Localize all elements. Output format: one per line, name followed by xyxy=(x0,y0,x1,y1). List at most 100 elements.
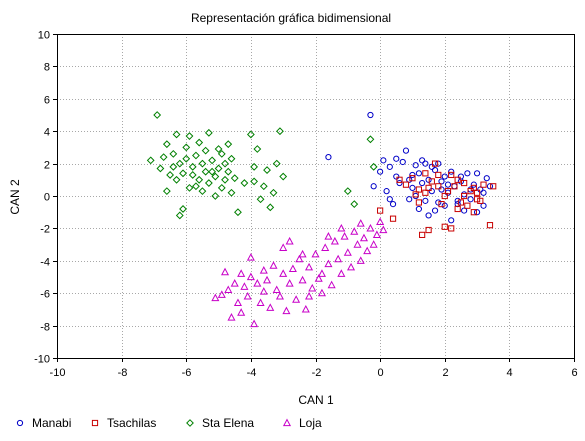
data-point xyxy=(282,306,291,315)
data-point xyxy=(377,168,384,175)
data-point xyxy=(448,168,455,175)
data-point xyxy=(372,230,381,238)
data-point xyxy=(415,186,422,193)
data-point xyxy=(169,162,178,171)
data-point xyxy=(383,188,390,195)
data-point xyxy=(204,128,213,137)
data-point xyxy=(279,243,288,251)
data-point xyxy=(250,162,259,171)
data-point xyxy=(389,215,397,222)
data-point xyxy=(237,308,246,316)
data-point xyxy=(461,192,468,200)
data-point xyxy=(467,188,474,195)
series-tsachilas xyxy=(377,160,497,238)
data-point xyxy=(298,249,307,258)
x-tick-label: -10 xyxy=(50,367,66,379)
legend: Manabi Tsachilas Sta Elena Loja xyxy=(16,416,322,430)
data-point xyxy=(451,183,458,190)
data-point xyxy=(444,188,452,195)
legend-marker xyxy=(186,419,194,427)
data-point xyxy=(246,272,255,281)
data-point xyxy=(431,160,439,167)
data-point xyxy=(288,264,297,272)
data-point xyxy=(379,225,388,234)
data-point xyxy=(409,171,416,179)
data-point xyxy=(356,219,365,227)
x-tick-label: 0 xyxy=(377,367,383,379)
data-point xyxy=(389,201,397,208)
data-point xyxy=(311,249,320,258)
y-tick-label: -8 xyxy=(40,322,50,334)
data-point xyxy=(195,138,204,147)
data-point xyxy=(153,111,162,119)
data-point xyxy=(201,146,210,155)
data-point xyxy=(419,179,426,187)
data-point xyxy=(162,140,171,149)
data-point xyxy=(393,155,400,162)
data-point xyxy=(470,181,477,188)
x-tick-label: 6 xyxy=(571,367,577,379)
data-point xyxy=(435,183,442,190)
data-point xyxy=(369,240,378,248)
data-point xyxy=(301,304,310,313)
legend-item: Manabi xyxy=(16,416,71,430)
data-point xyxy=(279,269,288,277)
data-point xyxy=(425,226,432,234)
data-point xyxy=(217,149,226,158)
y-tick-label: -10 xyxy=(34,354,50,366)
data-point xyxy=(435,160,442,167)
data-point xyxy=(402,181,410,188)
data-point xyxy=(376,217,385,226)
data-point xyxy=(377,207,384,214)
data-point xyxy=(211,192,220,200)
data-point xyxy=(396,179,403,187)
data-point xyxy=(175,211,184,220)
data-point xyxy=(285,236,294,245)
data-point xyxy=(201,167,210,176)
data-point xyxy=(227,188,236,197)
data-point xyxy=(246,253,255,261)
data-point xyxy=(195,175,204,184)
data-point xyxy=(285,279,294,287)
data-point xyxy=(256,195,265,204)
data-point xyxy=(402,147,410,154)
data-point xyxy=(380,157,387,164)
data-point xyxy=(431,166,439,174)
data-point xyxy=(473,196,481,203)
data-point xyxy=(305,262,314,271)
axis-ticks: -10 -8 -6 -4 -2 0 2 4 6 -10 -8 -6 -4 -2 0 2 4 6 8 10 xyxy=(34,30,577,380)
x-tick-label: -4 xyxy=(247,367,257,379)
y-tick-label: 4 xyxy=(44,127,50,139)
data-point xyxy=(321,243,330,251)
data-point xyxy=(406,176,413,183)
x-tick-label: -2 xyxy=(312,367,322,379)
data-point xyxy=(406,196,413,203)
data-point xyxy=(457,199,465,206)
data-point xyxy=(415,199,422,206)
data-point xyxy=(409,184,416,191)
data-point xyxy=(159,153,168,162)
data-point xyxy=(240,179,249,187)
data-point xyxy=(340,232,349,240)
data-point xyxy=(230,279,239,287)
data-point xyxy=(179,169,187,178)
data-point xyxy=(237,269,246,277)
legend-marker xyxy=(91,419,99,427)
data-point xyxy=(175,159,184,168)
y-tick-label: -4 xyxy=(40,257,50,269)
data-point xyxy=(243,291,252,300)
data-point xyxy=(188,171,197,179)
data-point xyxy=(431,207,439,214)
legend-item: Sta Elena xyxy=(186,416,254,430)
data-point xyxy=(324,232,333,240)
data-point xyxy=(461,179,468,187)
data-point xyxy=(367,111,374,119)
y-tick-label: 0 xyxy=(44,192,50,204)
data-point xyxy=(233,298,242,307)
data-point xyxy=(457,173,465,180)
data-point xyxy=(366,223,375,232)
data-point xyxy=(166,171,175,179)
data-point xyxy=(441,223,448,230)
legend-item: Tsachilas xyxy=(91,416,156,430)
